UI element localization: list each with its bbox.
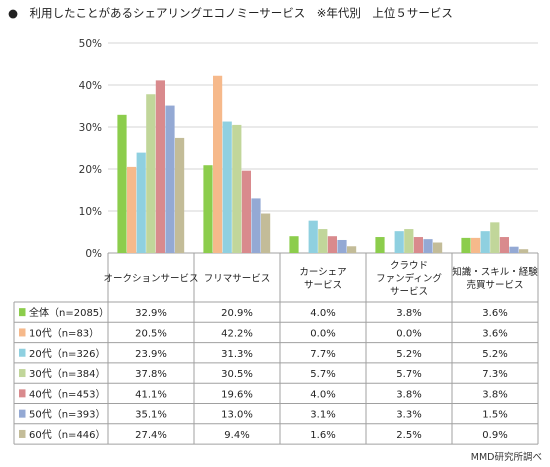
bar-40代-3 <box>413 237 423 253</box>
value-label: 30.5% <box>221 369 253 380</box>
value-label: 4.0% <box>310 389 335 400</box>
legend-swatch-30代 <box>19 369 26 378</box>
value-label: 31.3% <box>221 349 253 360</box>
y-axis-ticks: 0% 10% 20% 30% 40% 50% <box>79 38 102 260</box>
value-label: 32.9% <box>135 308 167 319</box>
bar-30代-3 <box>404 229 414 253</box>
source-label: MMD研究所調べ <box>471 451 542 463</box>
legend-swatch-全体 <box>19 308 26 317</box>
legend-swatch-40代 <box>19 389 26 398</box>
value-label: 0.9% <box>482 430 507 441</box>
value-label: 13.0% <box>221 410 253 421</box>
value-label: 3.3% <box>396 410 421 421</box>
y-tick-label: 0% <box>85 248 102 260</box>
value-label: 7.3% <box>482 369 507 380</box>
value-label: 3.1% <box>310 410 335 421</box>
bar-50代-0 <box>165 105 175 253</box>
y-tick-label: 40% <box>79 80 102 92</box>
value-label: 5.2% <box>396 349 421 360</box>
legend-swatch-50代 <box>19 409 26 418</box>
value-label: 3.8% <box>482 389 507 400</box>
value-label: 9.4% <box>224 430 249 441</box>
legend-swatch-60代 <box>19 429 26 438</box>
value-label: 0.0% <box>310 328 335 339</box>
data-table: オークションサービス フリマサービス カーシェアサービス クラウドファンディングサービ… <box>13 253 539 445</box>
y-tick-label: 10% <box>79 206 102 218</box>
category-label: カーシェアサービス <box>299 267 346 291</box>
value-label: 0.0% <box>396 328 421 339</box>
value-label: 20.9% <box>221 308 253 319</box>
legend-label: 60代（n=446） <box>29 429 106 441</box>
bar-60代-2 <box>347 246 357 253</box>
bar-30代-1 <box>232 124 242 254</box>
bar-30代-4 <box>490 222 500 253</box>
bar-全体-2 <box>289 236 299 253</box>
value-label: 5.7% <box>310 369 335 380</box>
bar-全体-4 <box>461 237 471 253</box>
legend-swatch-20代 <box>19 348 26 357</box>
bar-20代-1 <box>222 121 232 253</box>
value-label: 7.7% <box>310 349 335 360</box>
bar-20代-0 <box>136 152 146 253</box>
value-label: 4.0% <box>310 308 335 319</box>
bar-50代-4 <box>509 246 519 253</box>
value-label: 27.4% <box>135 430 167 441</box>
y-tick-label: 20% <box>79 164 102 176</box>
bar-60代-0 <box>175 137 185 253</box>
bar-40代-0 <box>155 80 165 253</box>
bars <box>117 75 529 254</box>
value-label: 3.8% <box>396 389 421 400</box>
value-label: 23.9% <box>135 349 167 360</box>
value-label: 1.5% <box>482 410 507 421</box>
category-label: オークションサービス <box>103 274 198 285</box>
bar-10代-1 <box>213 75 223 253</box>
y-tick-label: 50% <box>79 38 102 50</box>
bar-全体-1 <box>203 165 213 253</box>
value-label: 41.1% <box>135 389 167 400</box>
legend-label: 50代（n=393） <box>29 409 106 421</box>
legend-label: 10代（n=83） <box>29 327 99 339</box>
category-label: クラウドファンディングサービス <box>376 261 442 298</box>
legend-swatch-10代 <box>19 328 26 337</box>
bar-全体-3 <box>375 237 385 253</box>
category-label: フリマサービス <box>204 274 271 285</box>
value-label: 42.2% <box>221 328 253 339</box>
legend-label: 20代（n=326） <box>29 348 106 360</box>
bar-40代-2 <box>327 236 337 253</box>
legend-label: 30代（n=384） <box>29 368 106 380</box>
bar-10代-4 <box>471 237 481 253</box>
legend-label: 全体（n=2085） <box>29 306 109 319</box>
bar-20代-3 <box>394 231 404 253</box>
chart-title: ● 利用したことがあるシェアリングエコノミーサービス ※年代別 上位５サービス <box>8 6 453 20</box>
bar-20代-2 <box>308 220 318 253</box>
value-label: 19.6% <box>221 389 253 400</box>
value-label: 3.8% <box>396 308 421 319</box>
bar-50代-2 <box>337 239 347 253</box>
category-label: 知識・スキル・経験売買サービス <box>452 266 538 291</box>
bar-40代-1 <box>241 170 251 253</box>
value-label: 5.7% <box>396 369 421 380</box>
value-label: 20.5% <box>135 328 167 339</box>
bar-30代-2 <box>318 229 328 253</box>
legend-label: 40代（n=453） <box>29 388 106 400</box>
value-label: 3.6% <box>482 308 507 319</box>
bar-20代-4 <box>480 231 490 253</box>
value-label: 37.8% <box>135 369 167 380</box>
bar-50代-3 <box>423 239 433 253</box>
value-label: 5.2% <box>482 349 507 360</box>
bar-全体-0 <box>117 114 127 253</box>
bar-60代-4 <box>519 249 529 253</box>
value-label: 3.6% <box>482 328 507 339</box>
bar-30代-0 <box>146 94 156 254</box>
bar-10代-0 <box>127 166 137 253</box>
bar-50代-1 <box>251 198 261 253</box>
value-label: 35.1% <box>135 410 167 421</box>
value-label: 2.5% <box>396 430 421 441</box>
bar-60代-3 <box>433 242 443 253</box>
y-tick-label: 30% <box>79 122 102 134</box>
bar-60代-1 <box>261 213 271 253</box>
bar-40代-4 <box>499 237 509 253</box>
value-label: 1.6% <box>310 430 335 441</box>
